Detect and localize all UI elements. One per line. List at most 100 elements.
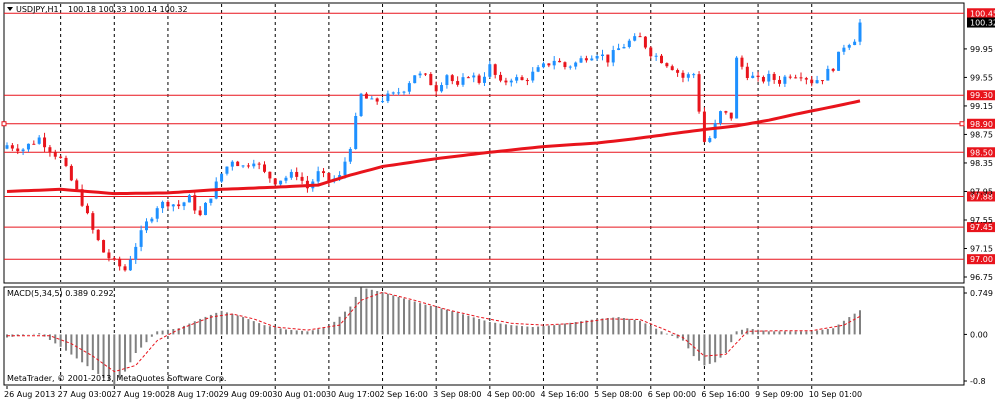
candle-body bbox=[203, 202, 207, 216]
candle-body bbox=[171, 204, 175, 207]
horizontal-level-lines[interactable]: 100.45 99.30 98.90 98.50 97.88 97.45 97.00 bbox=[1, 8, 998, 265]
candle-body bbox=[719, 111, 723, 124]
candle-body bbox=[611, 50, 615, 63]
candle-body bbox=[531, 71, 535, 81]
candle-body bbox=[16, 148, 20, 152]
candle-body bbox=[381, 101, 385, 103]
candle-body bbox=[509, 80, 513, 83]
macd-signal-line bbox=[7, 291, 861, 373]
candle-body bbox=[273, 178, 277, 185]
price-tick-label: 98.35 bbox=[970, 159, 993, 168]
candle-body bbox=[386, 93, 390, 102]
price-tick-label: 99.55 bbox=[970, 73, 993, 82]
time-tick-label: 26 Aug 2013 bbox=[4, 390, 55, 399]
candle-body bbox=[461, 77, 465, 85]
candle-body bbox=[525, 80, 529, 82]
price-tick-label: 97.15 bbox=[970, 244, 993, 253]
candle-body bbox=[102, 240, 106, 253]
candle-body bbox=[858, 22, 862, 42]
candle-body bbox=[75, 180, 79, 190]
candle-body bbox=[778, 79, 782, 84]
candle-body bbox=[370, 98, 374, 100]
candle-body bbox=[32, 143, 36, 145]
candle-body bbox=[284, 177, 288, 181]
candle-body bbox=[477, 75, 481, 83]
candle-body bbox=[10, 145, 14, 149]
candle-body bbox=[547, 63, 551, 66]
line-handle-left[interactable] bbox=[1, 121, 7, 127]
price-tick-label: 99.95 bbox=[970, 45, 993, 54]
level-price-label: 99.30 bbox=[970, 91, 993, 100]
candle-body bbox=[788, 76, 792, 78]
candle-body bbox=[590, 58, 594, 61]
candle-body bbox=[499, 74, 503, 81]
candle-body bbox=[472, 75, 476, 78]
candle-body bbox=[579, 58, 583, 63]
candle-body bbox=[643, 36, 647, 48]
level-price-label: 100.45 bbox=[970, 9, 998, 18]
moving-average-line bbox=[6, 99, 861, 196]
candle-body bbox=[241, 165, 245, 167]
macd-panel-frame bbox=[3, 286, 965, 386]
candle-body bbox=[563, 62, 567, 68]
candle-body bbox=[649, 47, 653, 57]
candle-body bbox=[182, 202, 186, 207]
candle-body bbox=[686, 74, 690, 78]
candle-body bbox=[606, 54, 610, 63]
candle-body bbox=[289, 171, 293, 178]
candle-body bbox=[558, 60, 562, 63]
candle-body bbox=[37, 137, 41, 144]
candle-body bbox=[53, 151, 57, 157]
level-price-label: 97.00 bbox=[970, 255, 993, 264]
candle-body bbox=[783, 76, 787, 84]
candle-body bbox=[150, 218, 154, 222]
candle-body bbox=[504, 80, 508, 83]
candle-body bbox=[633, 36, 637, 41]
candle-body bbox=[295, 171, 299, 177]
candle-body bbox=[654, 55, 658, 57]
macd-tick-label: 0.00 bbox=[970, 330, 988, 339]
candle-body bbox=[359, 93, 363, 116]
candle-body bbox=[91, 213, 95, 230]
candle-body bbox=[574, 62, 578, 67]
last-price-box bbox=[967, 17, 995, 28]
candle-body bbox=[600, 54, 604, 56]
symbol-menu-triangle-icon[interactable] bbox=[7, 7, 13, 11]
macd-tick-label: -0.8 bbox=[970, 377, 986, 386]
candle-body bbox=[144, 221, 148, 231]
candle-body bbox=[552, 60, 556, 66]
level-price-box bbox=[967, 222, 995, 233]
candle-body bbox=[429, 73, 433, 86]
candle-body bbox=[541, 63, 545, 68]
candle-body bbox=[740, 57, 744, 67]
candle-body bbox=[69, 165, 73, 181]
candle-body bbox=[343, 161, 347, 176]
candle-body bbox=[134, 246, 138, 260]
time-tick-label: 6 Sep 16:00 bbox=[701, 390, 749, 399]
candle-body bbox=[815, 80, 819, 84]
candle-body bbox=[364, 93, 368, 99]
candle-body bbox=[482, 76, 486, 83]
line-handle-right[interactable] bbox=[959, 121, 965, 127]
candle-body bbox=[236, 161, 240, 167]
time-tick-label: 6 Sep 00:00 bbox=[648, 390, 696, 399]
candle-body bbox=[257, 163, 261, 165]
time-tick-label: 27 Aug 03:00 bbox=[58, 390, 112, 399]
level-price-box bbox=[967, 254, 995, 265]
candle-body bbox=[139, 230, 143, 247]
candle-body bbox=[445, 75, 449, 86]
candle-body bbox=[638, 36, 642, 38]
level-price-box bbox=[967, 8, 995, 19]
candle-body bbox=[118, 258, 122, 267]
candle-body bbox=[794, 77, 798, 79]
candle-body bbox=[161, 201, 165, 209]
level-price-box bbox=[967, 90, 995, 101]
candle-body bbox=[627, 40, 631, 47]
candle-body bbox=[5, 145, 9, 149]
candle-body bbox=[322, 171, 326, 174]
candle-body bbox=[837, 51, 841, 71]
candle-body bbox=[692, 74, 696, 76]
level-price-label: 97.45 bbox=[970, 223, 993, 232]
macd-histogram bbox=[6, 287, 861, 384]
